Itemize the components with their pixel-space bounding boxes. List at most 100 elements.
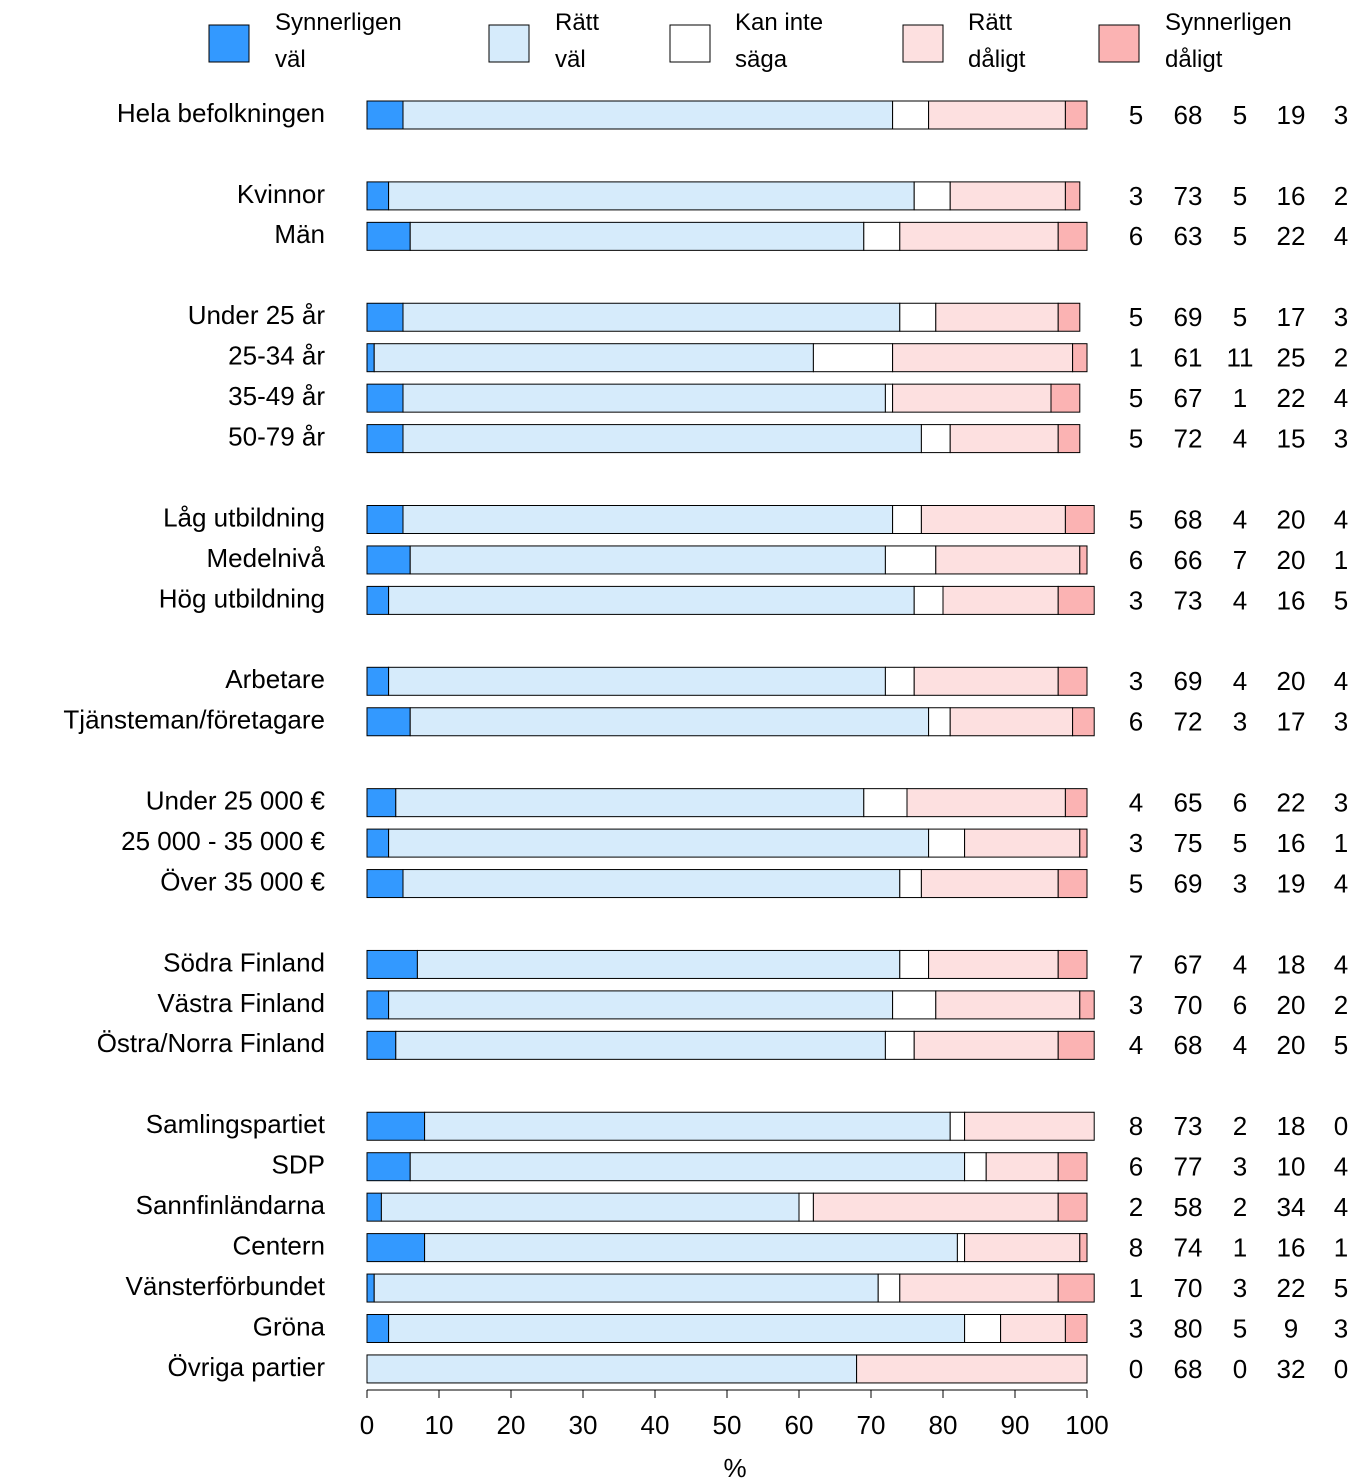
legend-label: Rätt dåligt (968, 9, 1026, 73)
value-label: 3 (1233, 868, 1247, 898)
value-label: 2 (1334, 990, 1348, 1020)
value-label: 8 (1129, 1232, 1143, 1262)
value-label: 4 (1233, 585, 1247, 615)
value-label: 0 (1233, 1354, 1247, 1384)
bar-segment (366, 181, 390, 211)
bar-segment (1057, 221, 1088, 251)
value-label: 10 (1277, 1152, 1306, 1182)
value-label: 1 (1129, 1273, 1143, 1303)
bar-segment (877, 1273, 901, 1303)
value-label: 68 (1174, 1030, 1203, 1060)
value-label: 61 (1174, 343, 1203, 373)
category-label: Samlingspartiet (146, 1109, 326, 1139)
bar-segment (892, 505, 922, 534)
bar-segment (373, 1273, 879, 1303)
value-label: 6 (1129, 707, 1143, 737)
category-label: 50-79 år (228, 421, 325, 451)
bar-segment (812, 1192, 1059, 1222)
value-label: 0 (1129, 1354, 1143, 1384)
value-label: 32 (1277, 1354, 1306, 1384)
bar-segment (366, 949, 418, 979)
bar-segment (906, 788, 1066, 818)
value-label: 3 (1334, 100, 1348, 130)
x-tick-label: 80 (929, 1410, 958, 1440)
bar-segment (1057, 1152, 1088, 1182)
legend-swatch (208, 24, 250, 63)
value-label: 4 (1233, 666, 1247, 696)
bar-segment (913, 181, 951, 211)
category-label: Män (274, 219, 325, 249)
value-label: 17 (1277, 302, 1306, 332)
value-label: 5 (1129, 504, 1143, 534)
bar-segment (1057, 949, 1088, 979)
value-label: 6 (1129, 545, 1143, 575)
bar-segment (949, 424, 1059, 454)
bar-segment (1079, 990, 1095, 1020)
value-label: 68 (1174, 1354, 1203, 1384)
bar-segment (935, 545, 1081, 575)
value-label: 58 (1174, 1192, 1203, 1222)
bar-segment (1057, 869, 1088, 899)
category-label: Centern (233, 1230, 326, 1260)
category-label: Västra Finland (157, 988, 325, 1018)
bar-segment (942, 585, 1059, 615)
bar-segment (1057, 1192, 1088, 1222)
bar-segment (366, 302, 404, 332)
bar-segment (366, 1273, 375, 1303)
x-tick-label: 10 (425, 1410, 454, 1440)
value-label: 69 (1174, 302, 1203, 332)
value-label: 2 (1129, 1192, 1143, 1222)
category-label: Gröna (253, 1311, 326, 1341)
bar-segment (1079, 545, 1088, 575)
bar-segment (388, 1314, 966, 1343)
value-label: 65 (1174, 788, 1203, 818)
bar-segment (863, 221, 901, 251)
value-label: 4 (1233, 504, 1247, 534)
bar-segment (402, 383, 886, 413)
value-label: 1 (1334, 828, 1348, 858)
value-label: 4 (1233, 1030, 1247, 1060)
value-label: 22 (1277, 221, 1306, 251)
category-label: Under 25 år (188, 300, 326, 330)
bar-segment (1072, 343, 1088, 373)
value-label: 4 (1334, 383, 1348, 413)
bar-segment (366, 1111, 426, 1141)
bar-segment (366, 788, 397, 818)
bar-segment (920, 424, 951, 454)
legend-label: Kan inte säga (735, 9, 824, 73)
bar-segment (1057, 302, 1081, 332)
value-label: 74 (1174, 1232, 1203, 1262)
value-label: 2 (1233, 1111, 1247, 1141)
value-label: 20 (1277, 666, 1306, 696)
x-tick-label: 60 (785, 1410, 814, 1440)
value-label: 8 (1129, 1111, 1143, 1141)
value-label: 20 (1277, 504, 1306, 534)
bar-segment (920, 505, 1066, 534)
value-label: 22 (1277, 383, 1306, 413)
bar-segment (812, 343, 894, 373)
value-label: 5 (1233, 828, 1247, 858)
value-label: 73 (1174, 181, 1203, 211)
bar-segment (985, 1152, 1059, 1182)
category-label: SDP (272, 1150, 325, 1180)
bar-segment (380, 1192, 800, 1222)
bar-segment (388, 585, 915, 615)
category-label: Vänsterförbundet (126, 1271, 326, 1301)
value-label: 3 (1334, 302, 1348, 332)
bar-segment (899, 949, 930, 979)
category-label: Tjänsteman/företagare (63, 705, 325, 735)
bar-segment (899, 221, 1059, 251)
legend-label: Synnerligen dåligt (1165, 9, 1292, 73)
category-label: Sannfinländarna (136, 1190, 326, 1220)
value-label: 5 (1129, 100, 1143, 130)
value-label: 69 (1174, 666, 1203, 696)
category-label: 35-49 år (228, 381, 325, 411)
value-label: 1 (1334, 1232, 1348, 1262)
bar-segment (1079, 828, 1088, 858)
bar-segment (928, 949, 1059, 979)
bar-segment (366, 1314, 390, 1343)
category-label: Hög utbildning (159, 583, 325, 613)
bar-segment (366, 1233, 426, 1263)
value-label: 69 (1174, 868, 1203, 898)
bar-segment (964, 1233, 1081, 1263)
